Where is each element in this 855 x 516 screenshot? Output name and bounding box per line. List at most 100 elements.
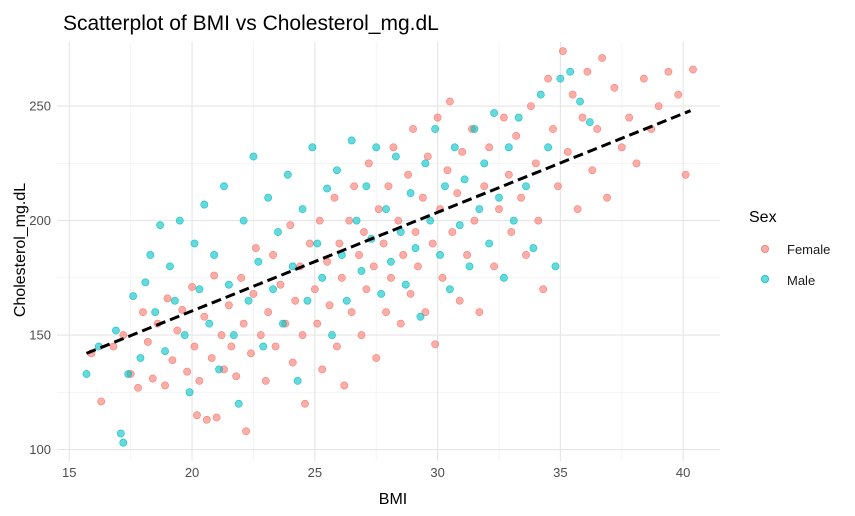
point-male bbox=[303, 296, 312, 305]
point-male bbox=[308, 143, 317, 152]
point-male bbox=[342, 296, 351, 305]
point-female bbox=[610, 83, 619, 92]
legend-key-male bbox=[761, 274, 770, 283]
point-male bbox=[490, 109, 498, 117]
point-female bbox=[195, 376, 204, 385]
point-male bbox=[352, 216, 361, 225]
point-male bbox=[445, 285, 454, 294]
x-tick-label: 20 bbox=[185, 465, 199, 480]
point-female bbox=[558, 47, 567, 56]
point-male bbox=[460, 175, 469, 184]
legend-key-female bbox=[761, 244, 770, 253]
point-male bbox=[259, 342, 268, 351]
point-female bbox=[364, 159, 373, 168]
point-female bbox=[406, 289, 415, 298]
point-male bbox=[470, 125, 479, 133]
point-female bbox=[119, 331, 128, 339]
point-female bbox=[372, 354, 381, 362]
point-male bbox=[119, 438, 128, 447]
point-male bbox=[406, 189, 415, 198]
point-female bbox=[237, 273, 246, 282]
grid bbox=[57, 42, 720, 461]
point-female bbox=[200, 312, 209, 321]
point-female bbox=[261, 376, 270, 385]
point-female bbox=[193, 411, 201, 420]
point-female bbox=[448, 228, 457, 236]
point-female bbox=[603, 193, 611, 202]
point-male bbox=[220, 182, 228, 191]
point-female bbox=[387, 273, 395, 282]
point-female bbox=[674, 90, 683, 99]
point-male bbox=[485, 239, 494, 248]
point-female bbox=[313, 319, 322, 328]
point-male bbox=[566, 67, 575, 76]
point-female bbox=[438, 273, 447, 282]
point-male bbox=[357, 267, 366, 275]
point-male bbox=[387, 257, 395, 266]
point-male bbox=[313, 239, 322, 248]
point-female bbox=[161, 381, 169, 390]
point-male bbox=[274, 228, 282, 236]
point-female bbox=[207, 354, 216, 362]
point-female bbox=[232, 372, 241, 381]
point-male bbox=[431, 125, 440, 133]
point-female bbox=[458, 148, 467, 156]
point-female bbox=[475, 308, 484, 317]
point-female bbox=[414, 262, 422, 271]
point-male bbox=[239, 216, 248, 225]
point-male bbox=[480, 159, 489, 168]
point-male bbox=[269, 285, 277, 294]
point-female bbox=[490, 262, 498, 271]
point-female bbox=[512, 131, 521, 140]
point-female bbox=[143, 338, 152, 346]
point-female bbox=[681, 170, 690, 179]
point-male bbox=[529, 244, 538, 252]
point-female bbox=[382, 308, 390, 317]
point-female bbox=[357, 331, 366, 339]
point-female bbox=[399, 251, 408, 259]
point-male bbox=[244, 296, 253, 305]
point-male bbox=[377, 289, 386, 298]
point-female bbox=[269, 251, 277, 259]
point-male bbox=[551, 262, 560, 271]
point-male bbox=[141, 278, 150, 287]
point-male bbox=[450, 143, 459, 152]
point-female bbox=[495, 205, 503, 214]
point-female bbox=[347, 308, 356, 317]
legend-label-male: Male bbox=[787, 273, 815, 288]
point-female bbox=[271, 342, 280, 351]
trend-line bbox=[85, 109, 692, 355]
point-female bbox=[384, 182, 393, 191]
point-female bbox=[247, 349, 255, 358]
point-female bbox=[291, 296, 300, 305]
point-female bbox=[404, 170, 413, 179]
point-female bbox=[227, 342, 236, 351]
point-female bbox=[617, 143, 626, 152]
point-female bbox=[389, 143, 398, 152]
point-male bbox=[585, 118, 594, 127]
point-male bbox=[401, 280, 410, 289]
point-female bbox=[337, 273, 346, 282]
point-female bbox=[369, 262, 378, 271]
point-male bbox=[298, 205, 307, 214]
point-male bbox=[215, 365, 223, 374]
point-female bbox=[394, 216, 403, 225]
point-female bbox=[242, 427, 250, 436]
point-female bbox=[163, 294, 172, 303]
y-tick-label: 100 bbox=[29, 442, 51, 457]
point-female bbox=[345, 216, 354, 225]
point-female bbox=[654, 102, 663, 111]
point-female bbox=[522, 251, 530, 259]
point-female bbox=[568, 90, 577, 99]
chart-title: Scatterplot of BMI vs Cholesterol_mg.dL bbox=[63, 12, 439, 35]
point-male bbox=[426, 216, 435, 225]
point-male bbox=[416, 312, 425, 321]
point-male bbox=[333, 166, 341, 175]
point-female bbox=[396, 319, 405, 328]
point-female bbox=[421, 308, 430, 317]
point-male bbox=[556, 74, 565, 83]
point-female bbox=[139, 308, 147, 317]
point-female bbox=[583, 67, 592, 76]
point-male bbox=[382, 205, 390, 214]
